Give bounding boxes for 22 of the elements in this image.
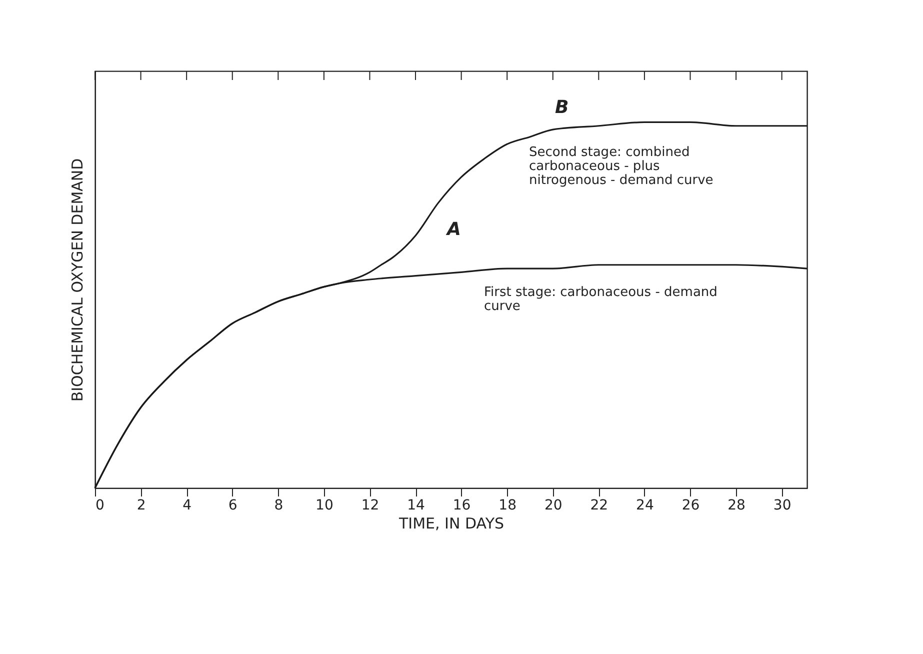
x-tick-label: 4 bbox=[182, 498, 192, 514]
x-tick-label: 20 bbox=[544, 498, 562, 514]
annotation: Second stage: combined carbonaceous - plus nitrogenous - demand curve bbox=[529, 145, 714, 188]
x-tick-label: 0 bbox=[96, 498, 104, 514]
x-tick-label: 22 bbox=[590, 498, 608, 514]
text: B bbox=[555, 97, 569, 118]
x-tick-label: 16 bbox=[452, 498, 471, 514]
x-tick-label: 26 bbox=[682, 498, 700, 514]
annotation: First stage: carbonaceous - demand curve bbox=[484, 285, 718, 314]
x-tick-label: 30 bbox=[773, 498, 792, 514]
x-tick-label: 24 bbox=[636, 498, 654, 514]
x-tick-label: 10 bbox=[316, 498, 334, 514]
x-tick-label: 14 bbox=[407, 498, 426, 514]
y-axis-title: BIOCHEMICAL OXYGEN DEMAND bbox=[68, 158, 86, 402]
x-tick-label: 2 bbox=[136, 498, 146, 514]
x-tick-label: 6 bbox=[228, 498, 238, 514]
x-tick-label: 8 bbox=[274, 498, 284, 514]
annotation: A bbox=[445, 219, 461, 240]
x-axis-title: TIME, IN DAYS bbox=[398, 514, 504, 532]
x-tick-label: 12 bbox=[361, 498, 380, 514]
x-tick-label: 18 bbox=[498, 498, 517, 514]
x-tick-label: 28 bbox=[728, 498, 746, 514]
